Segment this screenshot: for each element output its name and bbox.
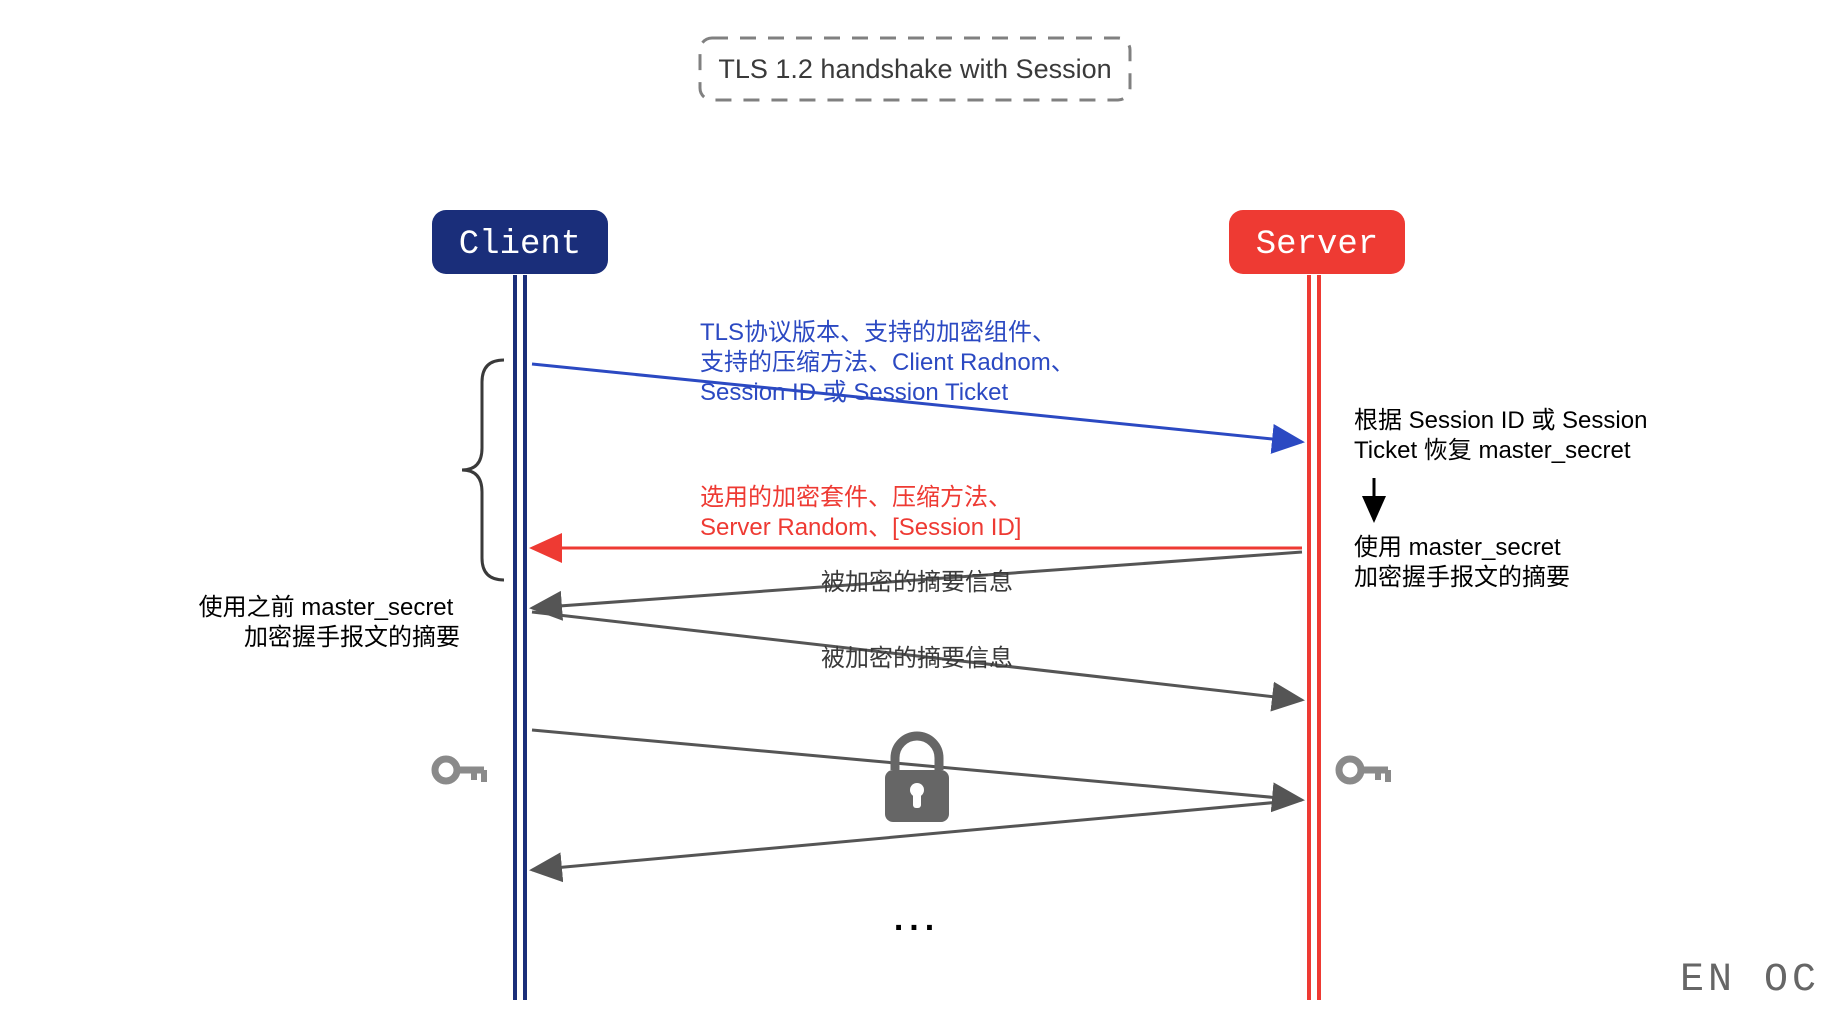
msg2-l1: 选用的加密套件、压缩方法、	[700, 484, 1012, 511]
left-note: 使用之前 master_secret 加密握手报文的摘要	[199, 594, 460, 651]
msg3: 被加密的摘要信息	[821, 569, 1013, 596]
msg1-l1: TLS协议版本、支持的加密组件、	[700, 319, 1056, 346]
right-l2: Ticket 恢复 master_secret	[1354, 437, 1631, 464]
msg1-l3: Session ID 或 Session Ticket	[700, 379, 1008, 406]
sequence-diagram: TLS 1.2 handshake with Session Client Se…	[0, 0, 1822, 1013]
msg4: 被加密的摘要信息	[821, 645, 1013, 672]
msg2: 选用的加密套件、压缩方法、 Server Random、[Session ID]	[700, 484, 1021, 541]
right-note-bottom: 使用 master_secret 加密握手报文的摘要	[1354, 534, 1570, 591]
key-icon-left	[435, 759, 484, 782]
msg1: TLS协议版本、支持的加密组件、 支持的压缩方法、Client Radnom、 …	[700, 319, 1081, 406]
brace	[462, 360, 504, 580]
key-icon-right	[1339, 759, 1388, 782]
right-l4: 加密握手报文的摘要	[1354, 564, 1570, 591]
client-label: Client	[459, 226, 581, 264]
left-l1: 使用之前 master_secret	[199, 594, 454, 621]
right-l3: 使用 master_secret	[1354, 534, 1561, 561]
right-l1: 根据 Session ID 或 Session	[1354, 407, 1647, 434]
msg1-l2: 支持的压缩方法、Client Radnom、	[700, 349, 1075, 376]
msg2-l2: Server Random、[Session ID]	[700, 514, 1021, 541]
title-text: TLS 1.2 handshake with Session	[718, 54, 1111, 84]
watermark: EN OC	[1680, 958, 1820, 1003]
left-l2: 加密握手报文的摘要	[244, 624, 460, 651]
server-label: Server	[1256, 226, 1378, 264]
ellipsis: ...	[894, 900, 940, 938]
lock-icon	[885, 736, 949, 822]
right-note-top: 根据 Session ID 或 Session Ticket 恢复 master…	[1354, 407, 1654, 464]
